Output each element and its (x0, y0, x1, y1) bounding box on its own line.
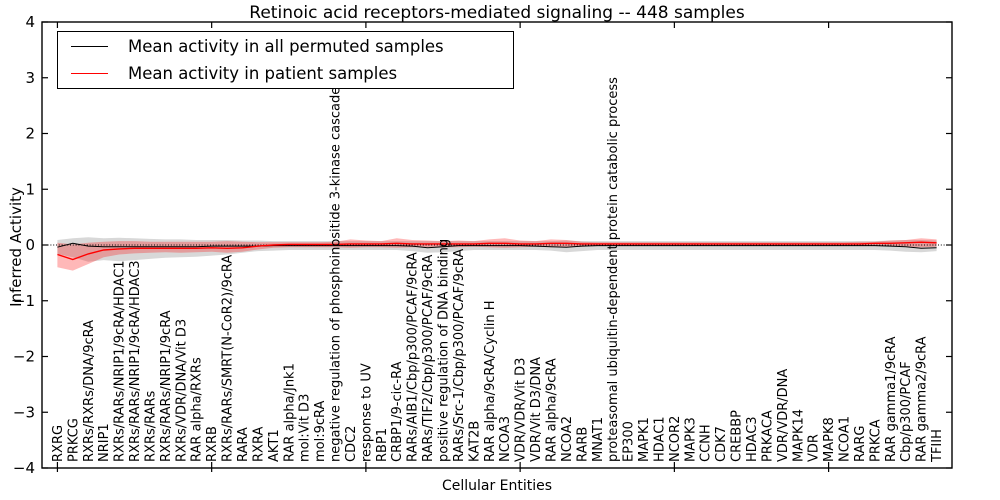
x-category-label: RXRs/RARs/SMRT(N-CoR2)/9cRA (221, 255, 236, 462)
x-category-label: RAR alpha/RXRs (190, 357, 205, 462)
permuted-mean-line (57, 242, 937, 249)
x-category-label: MAPK1 (637, 417, 652, 462)
x-category-label: RAR gamma2/9cRA (915, 336, 930, 462)
x-category-label: RAR alpha/9cRA/Cyclin H (483, 301, 498, 462)
y-tick-label: 2 (25, 125, 35, 143)
x-category-label: TFIIH (930, 429, 945, 463)
x-category-label: PRKACA (760, 410, 775, 462)
x-category-label: AKT1 (267, 429, 282, 462)
x-category-label: Cbp/p300/PCAF (899, 361, 914, 462)
x-category-label: CRBP1/9-cic-RA (390, 361, 405, 462)
x-category-label: NRIP1 (97, 423, 112, 462)
x-category-label: CDC2 (344, 426, 359, 462)
x-category-label: VDR/Vit D3/DNA (529, 357, 544, 462)
x-category-label: CDK7 (714, 426, 729, 462)
x-category-label: CREBBP (730, 410, 745, 462)
x-category-label: RARs/TIF2/Cbp/p300/PCAF/9cRA (421, 255, 436, 462)
patient-line-swatch (71, 72, 108, 74)
x-category-label: RXRs/RARs/NRIP1/9cRA/HDAC1 (113, 260, 128, 462)
y-tick-label: −1 (13, 292, 35, 310)
x-category-label: RAR alpha/9cRA (545, 358, 560, 462)
x-category-label: EP300 (622, 421, 637, 462)
x-category-label: NCOA2 (560, 416, 575, 462)
x-category-label: KAT2B (467, 421, 482, 462)
x-category-label: RXRs/RARs/NRIP1/9cRA (159, 310, 174, 462)
x-category-label: RAR alpha/Jnk1 (282, 363, 297, 462)
x-category-label: positive regulation of DNA binding (437, 239, 452, 462)
x-category-label: RARs/Src-1/Cbp/p300/PCAF/9cRA (452, 249, 467, 462)
legend-item-patient: Mean activity in patient samples (58, 63, 513, 85)
x-category-label: VDR/VDR/Vit D3 (514, 358, 529, 462)
y-axis-label: Inferred Activity (7, 187, 25, 307)
patient-mean-line (57, 241, 937, 261)
x-category-label: RARs/AIB1/Cbp/p300/PCAF/9cRA (406, 252, 421, 462)
x-category-label: HDAC3 (745, 416, 760, 462)
y-tick-label: 0 (25, 236, 35, 254)
x-category-label: NCOA1 (838, 416, 853, 462)
legend: Mean activity in all permuted samples Me… (57, 31, 514, 89)
y-tick-label: 3 (25, 69, 35, 87)
y-tick-label: −3 (13, 403, 35, 421)
x-category-label: RXRs/VDR/DNA/Vit D3 (174, 319, 189, 462)
permuted-line-swatch (71, 46, 108, 48)
x-category-label: proteasomal ubiquitin-dependent protein … (606, 77, 621, 462)
x-category-label: MAPK14 (791, 409, 806, 462)
x-category-label: RARB (575, 427, 590, 462)
x-category-label: RXRs/RXRs/DNA/9cRA (82, 320, 97, 462)
x-category-label: RARG (853, 425, 868, 462)
x-category-label: RARA (236, 427, 251, 462)
x-axis-label: Cellular Entities (441, 478, 553, 494)
legend-label-patient: Mean activity in patient samples (128, 63, 398, 83)
x-category-label: HDAC1 (652, 416, 667, 462)
y-tick-label: −4 (13, 459, 35, 477)
x-category-label: response to UV (359, 363, 374, 462)
page-title: Retinoic acid receptors-mediated signali… (249, 3, 745, 23)
x-category-label: VDR (807, 434, 822, 462)
x-category-label: PRKCG (66, 418, 81, 462)
legend-item-permuted: Mean activity in all permuted samples (58, 36, 513, 58)
x-category-label: RAR gamma1/9cRA (884, 336, 899, 462)
legend-label-permuted: Mean activity in all permuted samples (128, 37, 444, 57)
x-category-label: RBP1 (375, 428, 390, 462)
x-category-label: mol:9cRA (313, 400, 328, 462)
x-category-label: RXRG (51, 425, 66, 462)
x-category-label: NCOR2 (668, 416, 683, 462)
x-category-label: VDR/VDR/DNA (776, 369, 791, 462)
x-category-label: NCOA3 (498, 416, 513, 462)
y-tick-label: 4 (25, 13, 35, 31)
x-category-label: RXRA (251, 427, 266, 462)
y-tick-label: −2 (13, 348, 35, 366)
x-category-label: RXRB (205, 426, 220, 462)
x-category-label: CCNH (699, 424, 714, 462)
x-category-label: negative regulation of phosphoinositide … (329, 87, 344, 462)
x-category-label: RXRs/RARs (144, 390, 159, 462)
y-tick-label: 1 (25, 180, 35, 198)
x-category-label: RXRs/RARs/NRIP1/9cRA/HDAC3 (128, 260, 143, 462)
x-category-label: MAPK3 (683, 417, 698, 462)
x-category-label: MNAT1 (591, 417, 606, 462)
patient-samples-band (57, 238, 937, 271)
x-category-label: MAPK8 (822, 417, 837, 462)
x-category-label: PRKCA (868, 419, 883, 462)
x-category-label: mol:Vit D3 (298, 394, 313, 462)
